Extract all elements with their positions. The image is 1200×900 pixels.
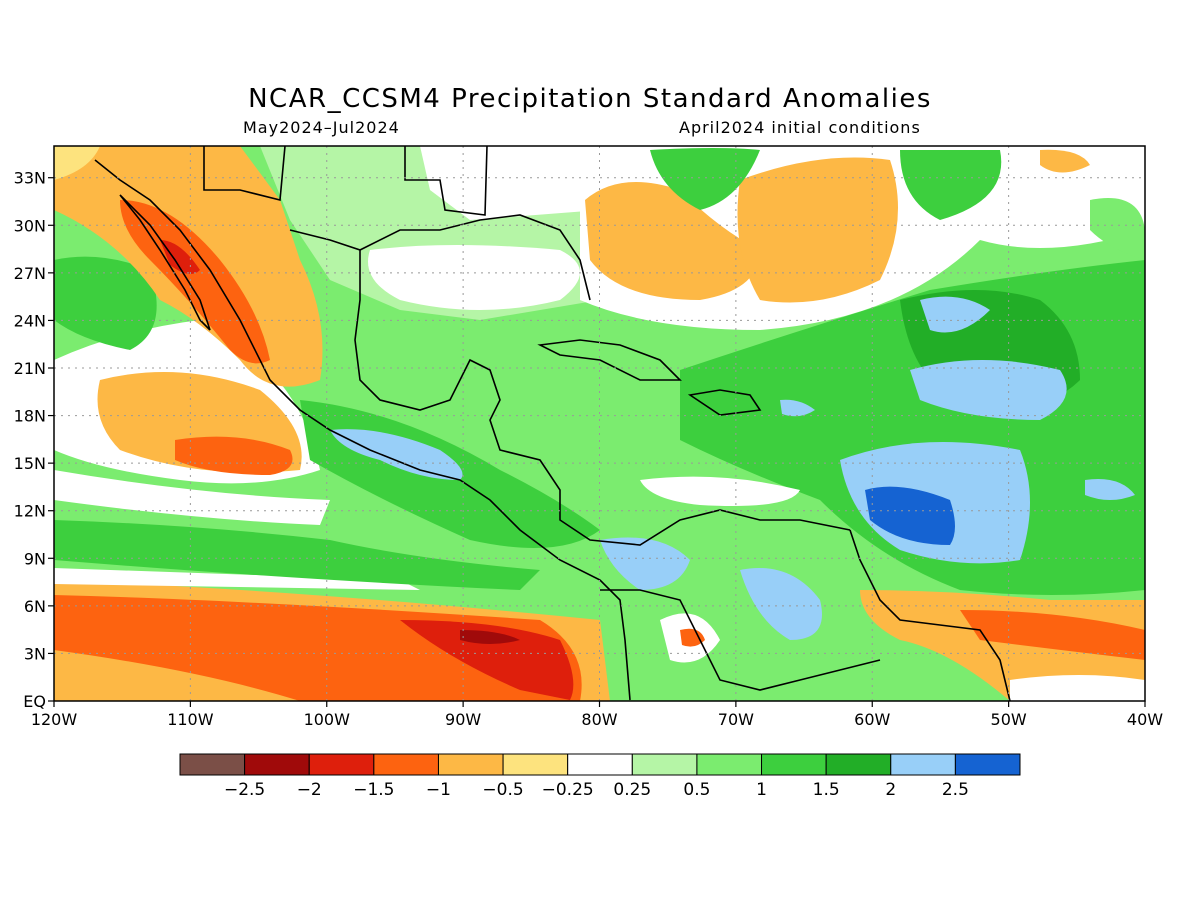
lat-tick-label: 21N: [14, 359, 46, 378]
legend-swatch: [502, 753, 569, 776]
field-patch: [585, 182, 760, 300]
legend-label: 1: [756, 780, 767, 800]
field-patch: [54, 520, 540, 590]
legend-swatch: [179, 753, 246, 776]
lat-tick-label: 30N: [14, 216, 46, 235]
us-mexico-border: [203, 146, 286, 202]
field-patch: [368, 245, 580, 310]
legend-swatch: [890, 753, 956, 776]
lon-tick-label: 90W: [445, 710, 481, 729]
legend-swatch: [631, 753, 698, 776]
field-patch: [640, 476, 800, 506]
lon-tick-label: 70W: [718, 710, 754, 729]
legend-label: −0.25: [542, 780, 594, 800]
lat-tick-label: 9N: [24, 549, 46, 568]
baja-california: [119, 194, 211, 331]
gulf-caribbean-coast: [289, 229, 851, 546]
field-patch: [865, 486, 955, 545]
field-patch: [1040, 149, 1090, 173]
legend-label: 0.25: [613, 780, 651, 800]
anomaly-field: [54, 146, 1145, 701]
legend-swatch: [954, 753, 1021, 776]
legend-swatch: [373, 753, 439, 776]
legend-swatch: [308, 753, 375, 776]
field-patch: [1085, 479, 1135, 500]
field-patch: [920, 296, 990, 333]
legend-label: 2.5: [942, 780, 969, 800]
field-patch: [400, 620, 574, 700]
legend-swatch: [244, 753, 310, 776]
lat-tick-label: 33N: [14, 169, 46, 188]
lat-tick-label: 3N: [24, 644, 46, 663]
lat-tick-label: 18N: [14, 407, 46, 426]
field-patch: [54, 146, 100, 180]
field-patch: [1010, 675, 1145, 701]
lon-tick-label: 120W: [31, 710, 78, 729]
legend-label: −2.5: [224, 780, 265, 800]
legend-swatch: [696, 753, 763, 776]
field-patch: [54, 470, 330, 525]
field-patch: [900, 150, 1002, 220]
lat-tick-label: EQ: [23, 692, 46, 711]
map-title: NCAR_CCSM4 Precipitation Standard Anomal…: [248, 84, 932, 114]
legend-label: 0.5: [683, 780, 710, 800]
cuba: [537, 339, 682, 381]
field-patch: [54, 568, 420, 590]
field-patch: [737, 157, 898, 303]
lat-tick-label: 6N: [24, 597, 46, 616]
longitude-axis: 120W 110W 100W 90W 80W 70W 60W 50W 40W: [31, 701, 1163, 729]
field-patch: [650, 148, 760, 210]
south-america-coast: [849, 529, 1011, 701]
coastlines: [94, 146, 1011, 701]
us-state-borders: [404, 146, 488, 216]
field-patch: [740, 568, 822, 640]
hispaniola: [687, 389, 762, 416]
lon-tick-label: 80W: [581, 710, 617, 729]
field-patch: [420, 146, 600, 220]
field-patch: [910, 360, 1067, 420]
field-patch: [460, 630, 520, 644]
lat-tick-label: 15N: [14, 454, 46, 473]
lon-tick-label: 40W: [1127, 710, 1163, 729]
field-patch: [1090, 198, 1145, 260]
gridlines: [54, 146, 1145, 701]
field-patch: [175, 436, 293, 475]
field-patch: [54, 256, 157, 350]
field-patch: [780, 399, 815, 417]
legend-swatch: [761, 753, 827, 776]
latitude-axis: 33N 30N 27N 24N 21N 18N 15N 12N 9N 6N 3N EQ: [14, 169, 54, 711]
colombia-venezuela-border: [600, 589, 881, 691]
legend-label: −1: [426, 780, 451, 800]
forecast-period: May2024–Jul2024: [243, 118, 400, 137]
legend-swatch: [825, 753, 892, 776]
field-patch: [54, 650, 300, 701]
legend-swatch: [437, 753, 504, 776]
legend-label: 2: [885, 780, 896, 800]
lat-tick-label: 24N: [14, 311, 46, 330]
lon-tick-label: 50W: [991, 710, 1027, 729]
lat-tick-label: 12N: [14, 502, 46, 521]
field-patch: [600, 537, 690, 590]
legend-label: 1.5: [813, 780, 840, 800]
lon-tick-label: 60W: [854, 710, 890, 729]
lat-tick-label: 27N: [14, 264, 46, 283]
field-patch: [330, 429, 463, 480]
lon-tick-label: 110W: [167, 710, 214, 729]
lon-tick-label: 100W: [304, 710, 351, 729]
field-patch: [120, 200, 270, 364]
legend-label: −2: [297, 780, 322, 800]
field-patch: [680, 628, 705, 647]
legend-label: −1.5: [353, 780, 394, 800]
field-patch: [960, 610, 1145, 660]
legend-swatch: [567, 753, 633, 776]
gulf-north-coast: [359, 214, 591, 301]
legend-label: −0.5: [482, 780, 523, 800]
initial-conditions: April2024 initial conditions: [679, 118, 921, 137]
color-legend: −2.5 −2 −1.5 −1 −0.5 −0.25 0.25 0.5 1 1.5 2 2.5: [179, 753, 1021, 800]
